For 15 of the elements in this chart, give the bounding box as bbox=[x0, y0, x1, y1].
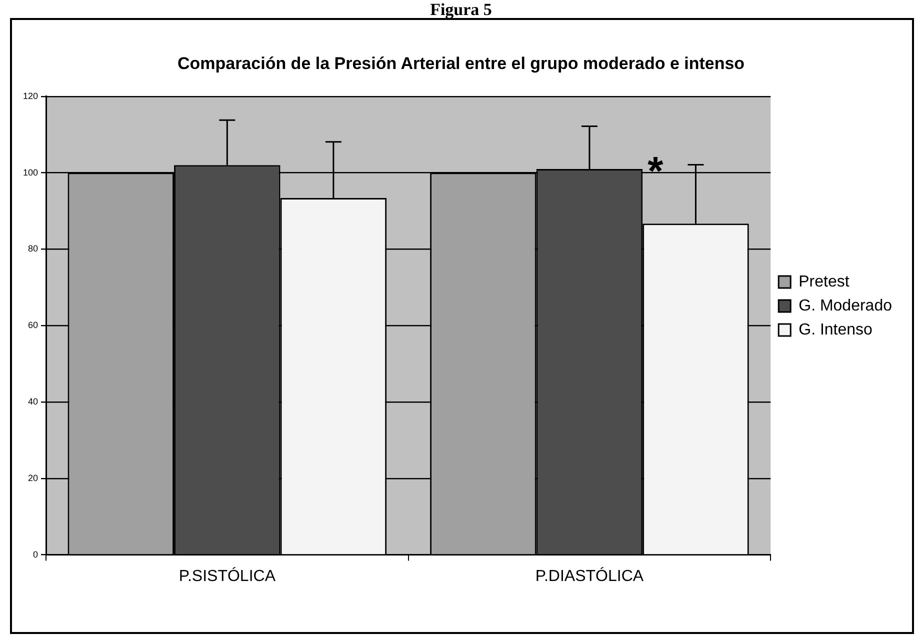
y-tick-label: 40 bbox=[28, 396, 38, 406]
x-tick-label: P.DIASTÓLICA bbox=[535, 566, 644, 585]
y-tick-label: 20 bbox=[28, 472, 38, 483]
legend-label: Pretest bbox=[798, 273, 850, 290]
y-tick-label: 0 bbox=[33, 549, 38, 560]
x-tick-label: P.SISTÓLICA bbox=[178, 566, 276, 585]
chart-title: Figura 5 bbox=[429, 0, 493, 20]
annotation: * bbox=[648, 149, 664, 194]
legend-label: G. Moderado bbox=[798, 297, 892, 314]
legend-label: G. Intenso bbox=[798, 321, 873, 338]
chart-subtitle: Comparación de la Presión Arterial entre el grupo moderado e intenso bbox=[177, 54, 745, 73]
y-tick-label: 120 bbox=[22, 90, 38, 101]
y-tick-label: 100 bbox=[22, 167, 38, 178]
y-tick-label: 60 bbox=[28, 320, 38, 330]
y-tick-label: 80 bbox=[28, 244, 38, 254]
